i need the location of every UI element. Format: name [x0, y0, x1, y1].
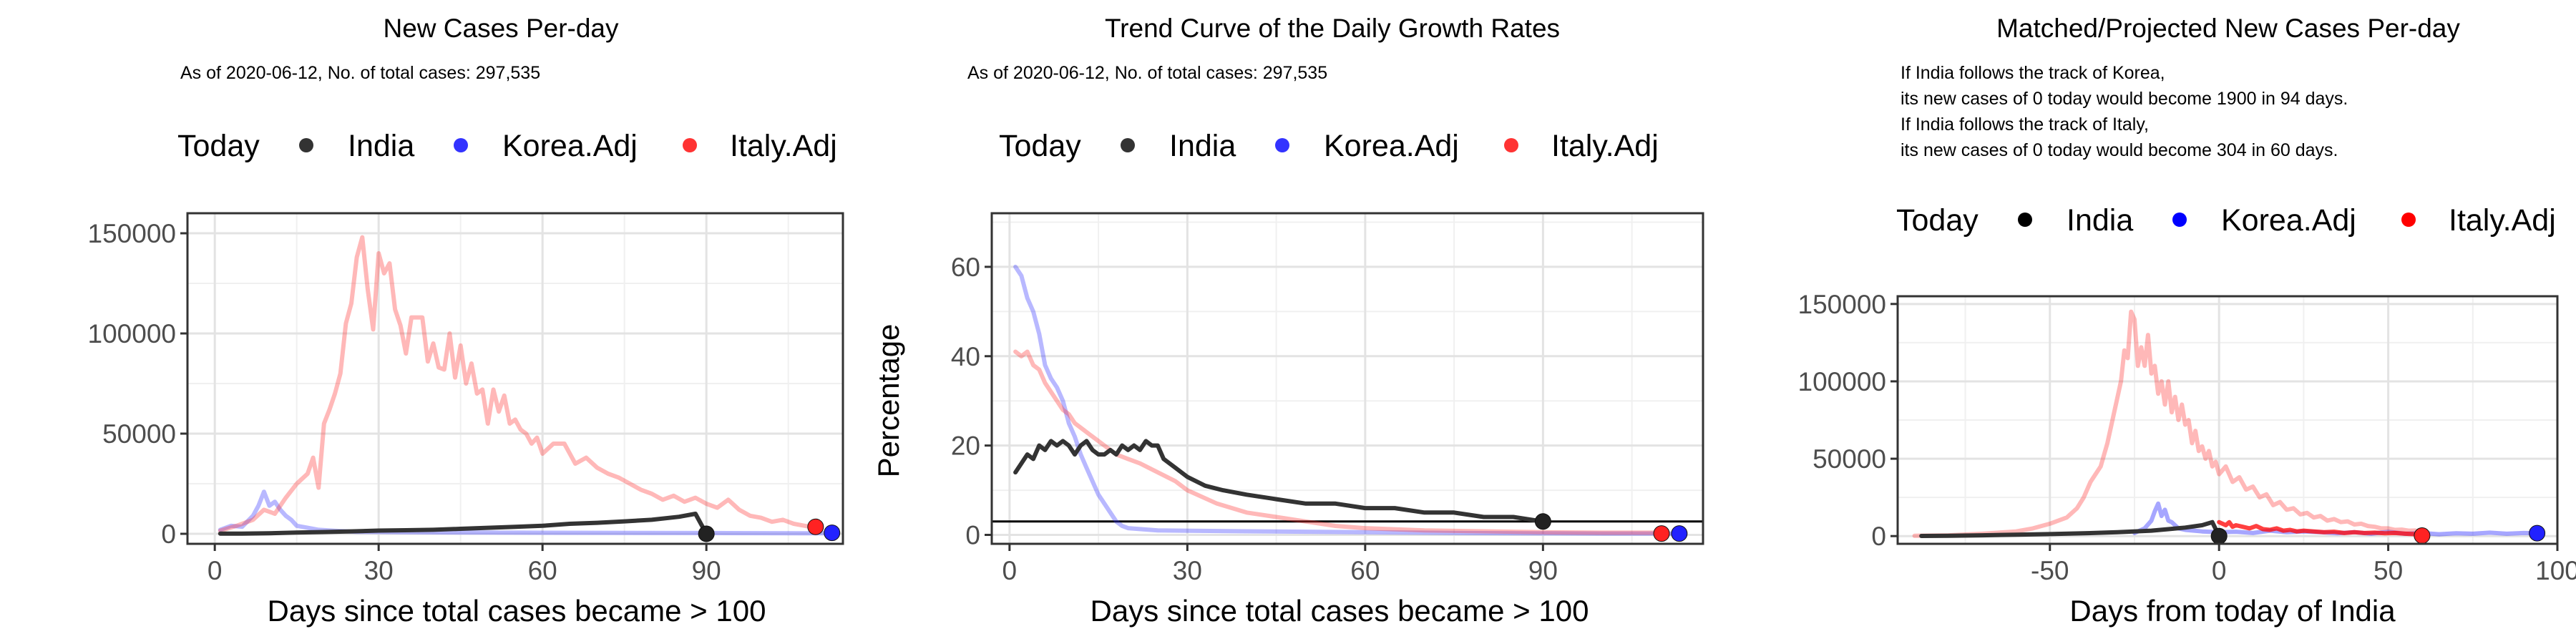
today-marker-india: [698, 525, 715, 542]
series-line-italy-adj-projected: [2217, 519, 2424, 537]
y-tick-label: 150000: [88, 219, 176, 248]
x-tick-label: 0: [208, 556, 223, 585]
legend-india-swatch: [299, 138, 313, 152]
series-line-india: [218, 512, 709, 536]
panel-3-x-axis-label: Days from today of India: [2069, 594, 2396, 628]
series-line-italy-adj: [218, 235, 818, 533]
x-tick-label: 30: [1173, 556, 1202, 585]
panel-projected-cases: Matched/Projected New Cases Per-day If I…: [1798, 14, 2576, 628]
x-tick-label: 90: [692, 556, 721, 585]
series-line-india: [1013, 439, 1546, 524]
series-line-korea-adj: [1013, 264, 1682, 536]
today-marker-india: [2210, 527, 2228, 545]
panel-3-plot: -50 0 50 100 0 50000 100000 150000: [1798, 290, 2576, 585]
y-tick-label: 0: [161, 519, 176, 549]
legend-italy-swatch: [2401, 213, 2416, 227]
panel-3-subtitle-line-2: its new cases of 0 today would become 19…: [1901, 89, 2348, 109]
panel-1-x-axis-label: Days since total cases became > 100: [268, 594, 766, 628]
y-tick-label: 100000: [88, 319, 176, 348]
legend-korea-label: Korea.Adj: [502, 129, 638, 163]
y-tick-label: 0: [965, 521, 980, 550]
series-line-korea-adj: [218, 489, 829, 536]
legend-italy-label: Italy.Adj: [2449, 203, 2556, 238]
today-marker-korea-adj: [1671, 525, 1688, 542]
y-tick-label: 100000: [1798, 367, 1886, 396]
x-tick-label: 100: [2535, 556, 2576, 585]
y-tick-label: 60: [951, 253, 980, 282]
x-tick-label: 30: [364, 556, 394, 585]
panel-3-subtitle-line-1: If India follows the track of Korea,: [1901, 63, 2165, 83]
y-tick-label: 20: [951, 431, 980, 461]
panel-1-title: New Cases Per-day: [383, 14, 619, 43]
panel-3-subtitle-line-3: If India follows the track of Italy,: [1901, 114, 2149, 135]
legend-italy-label: Italy.Adj: [730, 129, 837, 163]
panel-3-subtitle-line-4: its new cases of 0 today would become 30…: [1901, 140, 2338, 160]
legend-italy-swatch: [1504, 138, 1518, 152]
legend-korea-label: Korea.Adj: [2221, 203, 2356, 238]
panel-new-cases: New Cases Per-day As of 2020-06-12, No. …: [88, 14, 844, 628]
today-marker-korea-adj: [2529, 525, 2546, 542]
legend-title: Today: [1896, 203, 1979, 238]
y-tick-label: 50000: [102, 419, 176, 449]
plot-border: [990, 212, 1704, 545]
today-marker-italy-adj: [1653, 525, 1670, 542]
x-tick-label: 60: [1350, 556, 1380, 585]
x-tick-label: 0: [2212, 556, 2227, 585]
legend-india-label: India: [348, 129, 414, 163]
legend-india-label: India: [1169, 129, 1236, 163]
panel-2-title: Trend Curve of the Daily Growth Rates: [1105, 14, 1560, 43]
legend-korea-swatch: [454, 138, 468, 152]
panel-2-x-axis-label: Days since total cases became > 100: [1091, 594, 1589, 628]
x-tick-label: 60: [528, 556, 557, 585]
y-tick-label: 150000: [1798, 290, 1886, 319]
legend-india-swatch: [2018, 213, 2032, 227]
panel-2-plot: 0 30 60 90 0 20 40 60: [951, 212, 1704, 585]
today-marker-india: [1534, 513, 1551, 530]
panel-2-y-axis-label: Percentage: [872, 324, 905, 478]
legend-india-swatch: [1121, 138, 1135, 152]
panel-2-subtitle: As of 2020-06-12, No. of total cases: 29…: [967, 63, 1327, 83]
series-line-italy-adj: [1912, 309, 2424, 538]
series-line-india: [1919, 519, 2222, 539]
panel-3-title: Matched/Projected New Cases Per-day: [1996, 14, 2460, 43]
panel-1-plot: 0 30 60 90 0 50000 100000 150000: [88, 212, 844, 585]
legend-italy-label: Italy.Adj: [1551, 129, 1659, 163]
panel-growth-rates: Trend Curve of the Daily Growth Rates As…: [872, 14, 1704, 628]
plot-border: [186, 212, 844, 545]
legend-korea-swatch: [2172, 213, 2187, 227]
legend-italy-swatch: [683, 138, 697, 152]
y-tick-label: 0: [1871, 522, 1886, 551]
x-tick-label: 50: [2373, 556, 2403, 585]
y-tick-label: 50000: [1813, 444, 1886, 474]
series-line-italy-adj: [1013, 349, 1664, 535]
x-tick-label: -50: [2031, 556, 2069, 585]
y-tick-label: 40: [951, 342, 980, 371]
legend-korea-swatch: [1275, 138, 1289, 152]
panel-2-legend: Today India Korea.Adj Italy.Adj: [999, 129, 1659, 163]
plot-border: [1896, 295, 2559, 545]
legend-india-label: India: [2067, 203, 2133, 238]
today-marker-korea-adj: [824, 525, 841, 542]
panel-3-legend: Today India Korea.Adj Italy.Adj: [1896, 203, 2556, 238]
x-tick-label: 0: [1002, 556, 1018, 585]
panel-1-subtitle: As of 2020-06-12, No. of total cases: 29…: [180, 63, 540, 83]
today-marker-italy-adj: [2414, 527, 2431, 545]
legend-title: Today: [999, 129, 1081, 163]
legend-title: Today: [177, 129, 260, 163]
series-line-korea-adj: [2132, 501, 2540, 537]
x-tick-label: 90: [1528, 556, 1558, 585]
panel-1-legend: Today India Korea.Adj Italy.Adj: [177, 129, 837, 163]
today-marker-italy-adj: [807, 518, 824, 535]
legend-korea-label: Korea.Adj: [1324, 129, 1459, 163]
